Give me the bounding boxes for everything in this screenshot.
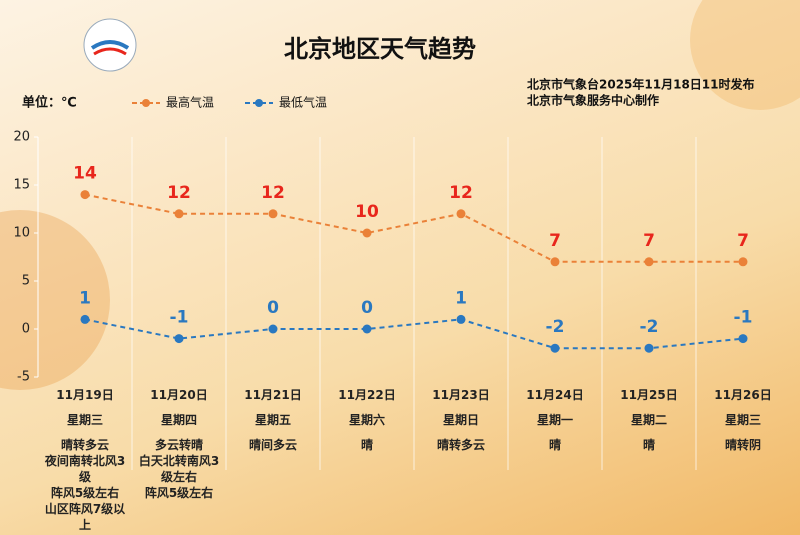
marker xyxy=(644,257,654,267)
legend-marker xyxy=(142,99,150,107)
weekday-label: 星期日 xyxy=(442,413,479,427)
marker xyxy=(268,324,278,334)
weather-text: 晴转阴 xyxy=(724,438,761,452)
date-label: 11月25日 xyxy=(620,388,678,402)
unit-label: 单位：℃ xyxy=(22,95,77,111)
leaf-decor xyxy=(690,0,800,110)
weekday-label: 星期二 xyxy=(630,413,667,427)
date-label: 11月24日 xyxy=(526,388,584,402)
date-label: 11月19日 xyxy=(56,388,114,402)
data-label: 7 xyxy=(643,231,655,251)
date-label: 11月26日 xyxy=(714,388,772,402)
weather-block: 晴间多云 xyxy=(227,437,319,453)
weather-text: 阵风5级左右 xyxy=(144,486,214,500)
marker xyxy=(550,257,560,267)
marker xyxy=(738,257,748,267)
weekday-label: 星期六 xyxy=(348,413,385,427)
weather-text: 白天北转南风3级左右 xyxy=(138,454,220,484)
data-label: 1 xyxy=(455,288,467,308)
weekday-label: 星期五 xyxy=(254,413,291,427)
data-label: -2 xyxy=(546,317,565,337)
logo-mark xyxy=(93,47,127,56)
weather-text: 晴转多云 xyxy=(60,438,109,452)
marker xyxy=(738,334,748,344)
data-label: 1 xyxy=(79,288,91,308)
marker xyxy=(268,209,278,219)
chart-title: 北京地区天气趋势 xyxy=(284,35,476,63)
logo xyxy=(83,18,137,72)
data-label: 7 xyxy=(737,231,749,251)
weather-text: 晴 xyxy=(642,438,655,452)
weather-text: 多云转晴 xyxy=(154,438,203,452)
marker xyxy=(80,314,90,324)
date-label: 11月20日 xyxy=(150,388,208,402)
marker xyxy=(456,314,466,324)
data-label: 0 xyxy=(267,298,279,318)
y-tick-label: 15 xyxy=(13,178,30,193)
marker xyxy=(644,343,654,353)
data-label: -2 xyxy=(640,317,659,337)
marker xyxy=(80,190,90,200)
legend-label: 最低气温 xyxy=(279,95,327,110)
weather-block: 晴转阴 xyxy=(697,437,789,453)
date-label: 11月22日 xyxy=(338,388,396,402)
weather-block: 晴转多云 xyxy=(415,437,507,453)
data-label: 12 xyxy=(449,183,473,203)
weather-block: 晴转多云夜间南转北风3级阵风5级左右山区阵风7级以上 xyxy=(39,437,131,533)
weather-text: 晴 xyxy=(360,438,373,452)
data-label: 7 xyxy=(549,231,561,251)
logo-mark xyxy=(90,40,130,50)
weather-text: 晴间多云 xyxy=(248,438,297,452)
weather-text: 阵风5级左右 xyxy=(50,486,120,500)
legend-label: 最高气温 xyxy=(166,95,214,110)
source: 北京市气象台2025年11月18日11时发布 xyxy=(527,77,755,92)
legend-marker xyxy=(255,99,263,107)
data-label: 12 xyxy=(261,183,285,203)
data-label: 0 xyxy=(361,298,373,318)
weekday-label: 星期三 xyxy=(724,413,761,427)
weekday-label: 星期三 xyxy=(66,413,103,427)
weather-block: 多云转晴白天北转南风3级左右阵风5级左右 xyxy=(133,437,225,501)
marker xyxy=(362,324,372,334)
marker xyxy=(550,343,560,353)
line xyxy=(84,193,743,263)
marker xyxy=(174,209,184,219)
y-tick-label: 20 xyxy=(13,130,30,145)
weekday-label: 星期一 xyxy=(536,413,573,427)
marker xyxy=(362,228,372,238)
weather-block: 晴 xyxy=(509,437,601,453)
weather-text: 晴转多云 xyxy=(436,438,485,452)
weekday-label: 星期四 xyxy=(160,413,197,427)
weather-text: 山区阵风7级以上 xyxy=(44,502,126,532)
weather-block: 晴 xyxy=(321,437,413,453)
data-label: 12 xyxy=(167,183,191,203)
y-tick-label: 5 xyxy=(22,274,30,289)
date-label: 11月23日 xyxy=(432,388,490,402)
weather-text: 夜间南转北风3级 xyxy=(44,454,126,484)
y-tick-label: -5 xyxy=(17,370,30,385)
weather-text: 晴 xyxy=(548,438,561,452)
source: 北京市气象服务中心制作 xyxy=(527,93,659,108)
marker xyxy=(456,209,466,219)
date-label: 11月21日 xyxy=(244,388,302,402)
weather-block: 晴 xyxy=(603,437,695,453)
y-tick-label: 10 xyxy=(13,226,30,241)
data-label: -1 xyxy=(170,308,189,328)
marker xyxy=(174,334,184,344)
data-label: 10 xyxy=(355,202,379,222)
data-label: 14 xyxy=(73,164,97,184)
line xyxy=(84,318,744,350)
y-tick-label: 0 xyxy=(22,322,30,337)
data-label: -1 xyxy=(734,308,753,328)
leaf-decor xyxy=(0,210,110,390)
